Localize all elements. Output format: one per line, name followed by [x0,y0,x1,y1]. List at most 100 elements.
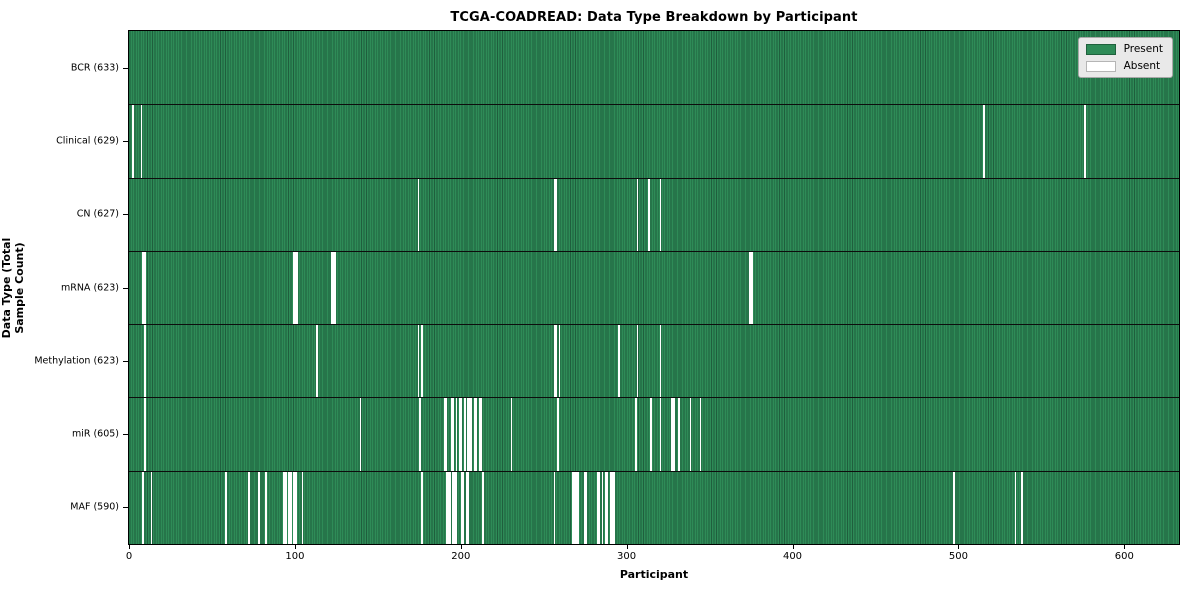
absent-swatch-icon [1085,60,1116,72]
absent-bar [444,398,448,471]
absent-bar [678,398,680,471]
absent-bar [618,325,620,398]
legend-entry-present: Present [1085,43,1163,55]
absent-bar [452,471,458,544]
x-tick-label: 200 [451,551,471,562]
row-clinical [129,104,1179,178]
y-tick-mark [123,434,128,436]
absent-bar [479,398,483,471]
x-tick-label: 0 [125,551,133,562]
absent-bar [420,325,423,398]
absent-bar [1014,471,1017,544]
absent-bar [417,325,420,398]
absent-bar [455,398,458,471]
absent-bar [596,471,601,544]
absent-bar [553,325,557,398]
absent-bar [571,471,577,544]
y-tick-mark [123,287,128,289]
absent-bar [636,178,639,251]
x-tick-mark [294,545,296,549]
absent-bar [132,105,134,178]
absent-bar [749,251,753,325]
absent-bar [636,325,639,398]
absent-bar [258,471,261,544]
absent-bar [359,398,362,471]
absent-bar [1084,105,1087,178]
y-tick-label: miR (605) [71,428,119,440]
x-tick-mark [792,545,794,549]
y-tick-label: Clinical (629) [56,135,119,147]
row-cn [129,177,1179,251]
absent-bar [293,251,299,325]
y-tick-mark [123,214,128,216]
y-tick-mark [123,360,128,362]
y-tick-label: MAF (590) [70,501,119,513]
x-tick-mark [129,545,130,549]
plot-area [128,30,1180,545]
absent-bar [288,471,292,544]
absent-bar [316,325,319,398]
y-tick-mark [123,507,128,509]
x-tick-label: 600 [1114,551,1134,562]
absent-bar [331,251,337,325]
absent-bar [460,471,465,544]
absent-bar [659,178,662,251]
absent-bar [482,471,484,544]
absent-bar [467,398,471,471]
x-tick-label: 300 [617,551,637,562]
x-axis-label: Participant [619,568,689,581]
absent-bar [283,471,287,544]
absent-bar [601,471,604,544]
absent-bar [689,398,692,471]
absent-bar [445,471,451,544]
present-swatch-icon [1085,43,1116,55]
absent-bar [556,398,559,471]
chart-title: TCGA-COADREAD: Data Type Breakdown by Pa… [450,10,858,25]
y-tick-mark [123,67,128,69]
absent-bar [140,105,143,178]
row-bcr [129,31,1179,105]
legend-label-present: Present [1123,43,1163,55]
absent-bar [605,471,609,544]
absent-bar [648,178,650,251]
legend-label-absent: Absent [1123,60,1161,72]
absent-bar [417,178,420,251]
row-mrna [129,250,1179,325]
absent-bar [634,398,637,471]
absent-bar [470,398,473,471]
absent-bar [699,398,702,471]
x-tick-label: 400 [782,551,803,562]
x-tick-label: 100 [285,551,305,562]
absent-bar [553,178,557,251]
y-tick-label: BCR (633) [70,62,119,74]
absent-bar [510,398,513,471]
absent-bar [450,398,455,471]
x-tick-mark [1124,545,1126,549]
absent-bar [576,471,579,544]
row-methylation [129,324,1179,398]
absent-bar [953,471,956,544]
absent-bar [142,251,146,325]
x-tick-mark [460,545,462,549]
absent-bar [265,471,267,544]
absent-bar [420,471,423,544]
y-tick-label: CN (627) [76,208,119,220]
x-tick-mark [626,545,628,549]
x-tick-mark [958,545,960,549]
absent-bar [659,325,662,398]
y-tick-mark [123,140,128,142]
absent-bar [474,398,478,471]
absent-bar [459,398,463,471]
absent-bar [225,471,227,544]
absent-bar [465,471,470,544]
y-tick-label: Methylation (623) [34,355,119,367]
absent-bar [583,471,587,544]
absent-bar [610,471,615,544]
absent-bar [553,471,556,544]
absent-bar [659,398,662,471]
absent-bar [558,325,561,398]
absent-bar [419,398,421,471]
y-tick-label: mRNA (623) [60,282,119,293]
row-mir [129,397,1179,471]
